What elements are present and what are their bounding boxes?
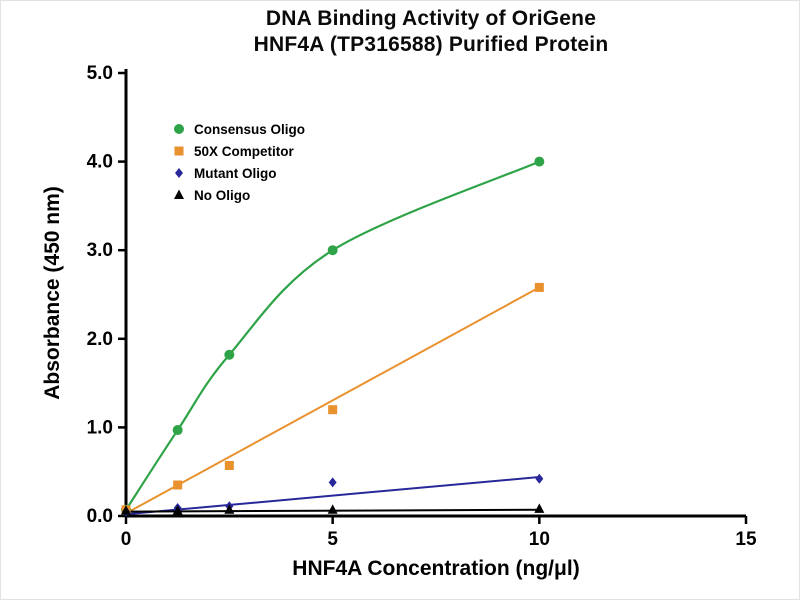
y-axis-label: Absorbance (450 nm): [41, 186, 64, 400]
y-tick-label: 1.0: [87, 417, 113, 438]
data-point-consensus-oligo: [172, 425, 183, 436]
x-tick-label: 10: [529, 529, 550, 550]
legend-label-consensus-oligo: Consensus Oligo: [194, 122, 305, 137]
y-tick-label: 3.0: [87, 240, 113, 261]
chart-title-line-1: DNA Binding Activity of OriGene: [265, 7, 597, 30]
legend-label-50x-competitor: 50X Competitor: [194, 144, 295, 159]
y-tick-label: 0.0: [87, 506, 113, 527]
legend-marker-mutant-oligo: [175, 168, 183, 178]
legend-marker-50x-competitor: [174, 146, 184, 156]
series-line-50x-competitor: [125, 286, 540, 515]
y-tick-label: 5.0: [87, 63, 113, 84]
data-point-no-oligo: [224, 504, 235, 514]
legend-item-no-oligo: No Oligo: [174, 188, 250, 203]
chart-title: DNA Binding Activity of OriGene HNF4A (T…: [61, 6, 799, 58]
legend-marker-consensus-oligo: [174, 124, 184, 134]
legend-label-no-oligo: No Oligo: [194, 188, 250, 203]
data-point-50x-competitor: [224, 460, 234, 470]
y-tick-label: 4.0: [87, 152, 113, 173]
legend: Consensus Oligo 50X Competitor Mutant Olig…: [174, 122, 305, 203]
data-point-consensus-oligo: [534, 156, 545, 167]
data-point-consensus-oligo: [327, 245, 338, 256]
legend-item-50x-competitor: 50X Competitor: [174, 144, 295, 159]
legend-item-consensus-oligo: Consensus Oligo: [174, 122, 305, 137]
chart-title-line-2: HNF4A (TP316588) Purified Protein: [253, 33, 609, 56]
data-point-no-oligo: [172, 505, 183, 515]
series-line-consensus-oligo: [125, 160, 540, 511]
data-point-mutant-oligo: [535, 473, 544, 484]
data-point-no-oligo: [327, 504, 338, 514]
legend-label-mutant-oligo: Mutant Oligo: [194, 166, 276, 181]
data-point-consensus-oligo: [224, 349, 235, 360]
data-point-50x-competitor: [173, 480, 183, 490]
data-point-no-oligo: [534, 503, 545, 513]
legend-item-mutant-oligo: Mutant Oligo: [175, 166, 276, 181]
legend-marker-no-oligo: [174, 189, 184, 199]
data-point-50x-competitor: [328, 405, 338, 415]
y-tick-label: 2.0: [87, 329, 113, 350]
data-point-50x-competitor: [534, 282, 544, 292]
data-point-mutant-oligo: [328, 477, 337, 488]
data-point-no-oligo: [121, 505, 131, 515]
x-tick-label: 5: [327, 529, 338, 550]
x-axis-label: HNF4A Concentration (ng/μl): [292, 557, 580, 580]
series-line-mutant-oligo: [125, 476, 540, 516]
x-tick-label: 0: [121, 529, 132, 550]
chart-plot-area: 0 5 10 15 0.0 1.0 2.0 3.0 4.0 5.0 Consensus Oligo 5…: [87, 63, 757, 550]
series-points-no-oligo: [121, 503, 545, 515]
series-points-consensus-oligo: [121, 156, 545, 515]
x-tick-label: 15: [735, 529, 757, 550]
